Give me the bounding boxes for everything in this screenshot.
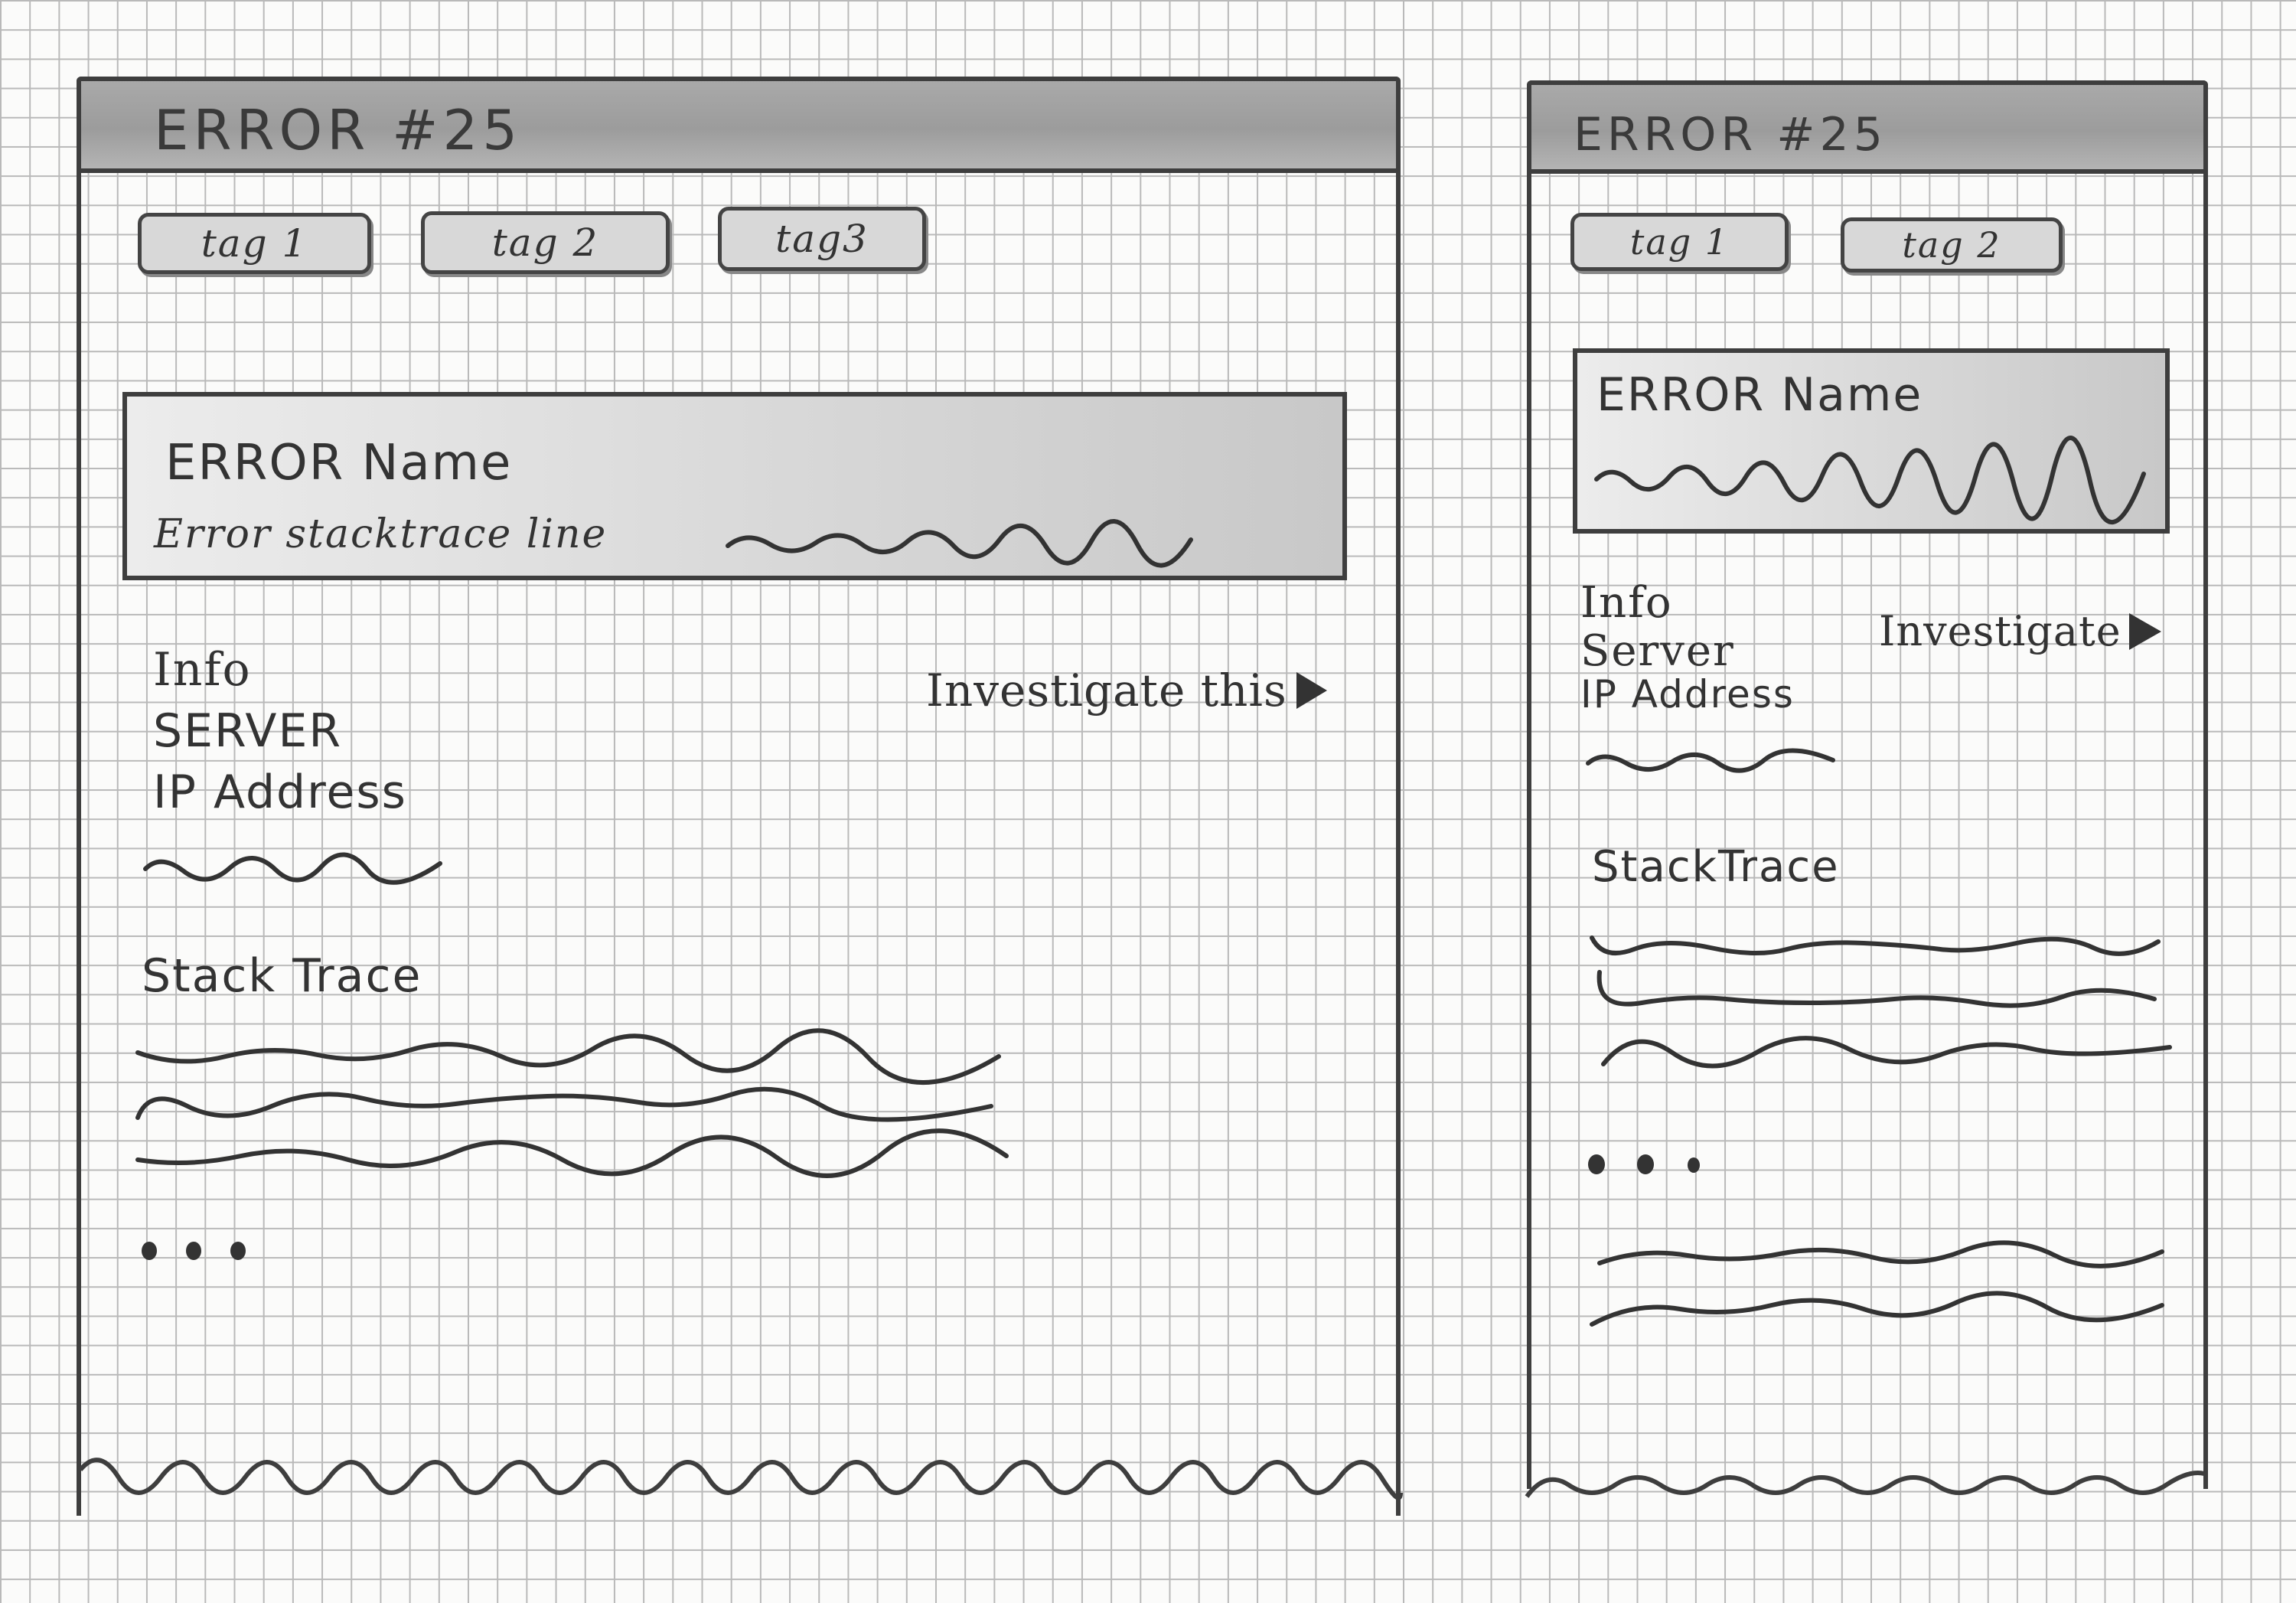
desktop-tag-2[interactable]: tag 2 bbox=[421, 211, 670, 274]
desktop-tag-3[interactable]: tag3 bbox=[718, 207, 926, 271]
desktop-error-title: ERROR #25 bbox=[154, 98, 523, 162]
desktop-error-name: ERROR Name bbox=[165, 435, 513, 491]
desktop-error-stacktrace-line: Error stacktrace line bbox=[154, 511, 608, 557]
desktop-server-label: SERVER bbox=[153, 704, 343, 758]
mobile-tag-1[interactable]: tag 1 bbox=[1570, 213, 1789, 271]
mobile-tag-2[interactable]: tag 2 bbox=[1841, 217, 2063, 273]
desktop-ip-address-label: IP Address bbox=[153, 766, 407, 819]
mobile-stack-trace-heading: StackTrace bbox=[1592, 842, 1840, 892]
mobile-error-box[interactable]: ERROR Name bbox=[1573, 348, 2170, 534]
mobile-error-detail-placeholder bbox=[1594, 436, 2146, 524]
mobile-ip-value-placeholder bbox=[1586, 748, 1835, 773]
desktop-torn-bottom-edge bbox=[78, 1458, 1403, 1500]
desktop-stacktrace-placeholder-line bbox=[726, 519, 1193, 568]
play-icon bbox=[2128, 612, 2161, 650]
desktop-info-label: Info bbox=[153, 643, 252, 697]
mobile-stack-trace-lines bbox=[1590, 935, 2172, 1327]
mobile-info-label: Info bbox=[1580, 578, 1673, 628]
desktop-tag-1[interactable]: tag 1 bbox=[138, 213, 371, 274]
desktop-stack-trace-lines bbox=[135, 1028, 1009, 1178]
ellipsis-icon bbox=[1588, 1154, 1700, 1174]
mobile-investigate-label: Investigate bbox=[1879, 607, 2122, 655]
mobile-server-label: Server bbox=[1580, 626, 1735, 676]
desktop-title-bar: ERROR #25 bbox=[81, 81, 1396, 173]
desktop-window: ERROR #25 bbox=[77, 77, 1401, 1516]
desktop-stack-trace-heading: Stack Trace bbox=[142, 949, 422, 1003]
mobile-title-bar: ERROR #25 bbox=[1531, 85, 2203, 174]
mobile-torn-bottom-edge bbox=[1525, 1471, 2205, 1498]
mobile-error-name: ERROR Name bbox=[1596, 368, 1923, 422]
desktop-investigate-link[interactable]: Investigate this bbox=[926, 664, 1327, 717]
mobile-ip-address-label: IP Address bbox=[1580, 672, 1795, 717]
desktop-ip-value-placeholder bbox=[143, 852, 442, 885]
desktop-error-box[interactable]: ERROR Name Error stacktrace line bbox=[122, 392, 1347, 580]
ellipsis-icon bbox=[142, 1242, 246, 1260]
desktop-investigate-label: Investigate this bbox=[926, 664, 1287, 717]
mobile-error-title: ERROR #25 bbox=[1574, 108, 1887, 162]
mobile-window: ERROR #25 bbox=[1527, 80, 2208, 1489]
mobile-investigate-link[interactable]: Investigate bbox=[1879, 607, 2161, 655]
play-icon bbox=[1296, 672, 1327, 709]
